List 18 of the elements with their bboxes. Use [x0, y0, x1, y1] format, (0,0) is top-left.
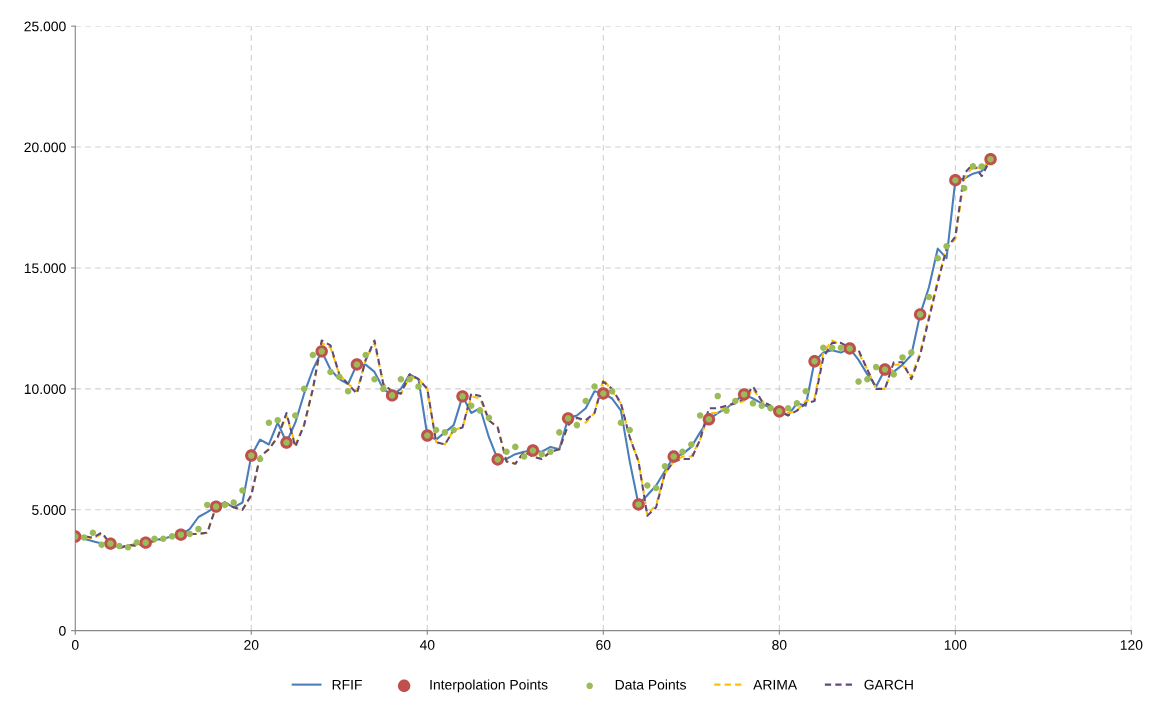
y-tick-label: 15.000	[24, 263, 66, 274]
y-tick-label: 5.000	[32, 505, 66, 515]
y-tick-label: 25.000	[24, 21, 66, 32]
y-tick-label: 10.000	[24, 384, 66, 395]
legend-label: ARIMA	[753, 679, 798, 690]
x-tick-label: 80	[772, 640, 787, 650]
x-tick-label: 20	[244, 640, 259, 650]
legend-label: Interpolation Points	[430, 679, 548, 693]
x-tick-label: 40	[419, 640, 435, 650]
legend-label: RFIF	[332, 679, 362, 690]
x-tick-label: 100	[944, 640, 967, 650]
legend-label: Data Points	[615, 679, 686, 690]
y-tick-label: 20.000	[24, 142, 66, 153]
x-tick-label: 120	[1120, 640, 1143, 650]
legend-label: GARCH	[864, 679, 913, 690]
x-tick-label: 60	[596, 640, 611, 650]
y-tick-label: 0	[59, 625, 66, 636]
x-tick-label: 0	[71, 640, 79, 650]
